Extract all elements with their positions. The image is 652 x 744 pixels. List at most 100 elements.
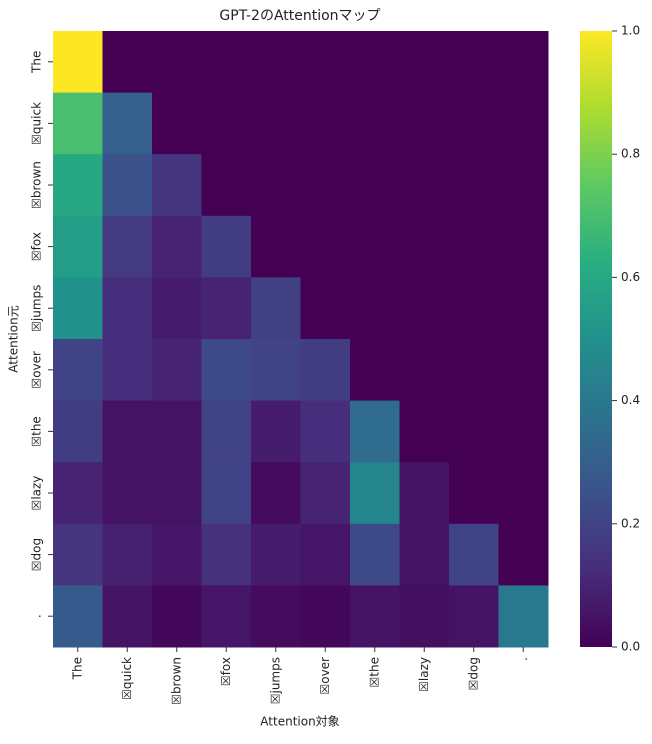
heatmap-cell <box>201 92 252 155</box>
heatmap-cell <box>300 462 351 525</box>
heatmap-cell <box>300 277 351 340</box>
heatmap-cell <box>152 215 202 278</box>
heatmap-cell <box>201 523 252 586</box>
y-tick-label: ☒fox <box>30 232 44 261</box>
heatmap-cell <box>498 400 549 463</box>
heatmap-cell <box>251 277 301 340</box>
heatmap-cell <box>251 31 301 94</box>
heatmap-cell <box>251 585 301 648</box>
heatmap-cell <box>498 339 549 402</box>
y-tick-label: ☒quick <box>30 102 44 145</box>
y-axis-label: Attention元 <box>7 305 21 372</box>
colorbar-tick-label: 0.4 <box>621 393 640 407</box>
colorbar <box>580 31 612 647</box>
x-tick-label: The <box>70 657 84 680</box>
heatmap-cell <box>251 339 301 402</box>
heatmap-cell <box>53 462 103 525</box>
x-tick-label: . <box>516 657 530 661</box>
heatmap-cell <box>498 92 549 155</box>
heatmap-cell <box>449 92 499 155</box>
heatmap-cell <box>53 523 103 586</box>
heatmap-cell <box>399 31 450 94</box>
heatmap-cell <box>399 585 450 648</box>
heatmap-cell <box>449 277 499 340</box>
heatmap-cell <box>201 462 252 525</box>
heatmap-cell <box>152 31 202 94</box>
heatmap-cell <box>152 523 202 586</box>
heatmap-cell <box>449 339 499 402</box>
heatmap-cell <box>102 523 153 586</box>
heatmap-cell <box>201 154 252 217</box>
heatmap-cell <box>399 400 450 463</box>
colorbar-tick-label: 0.8 <box>621 147 640 161</box>
heatmap-cell <box>350 462 400 525</box>
heatmap-cell <box>498 462 549 525</box>
heatmap-cell <box>53 154 103 217</box>
heatmap-cell <box>449 462 499 525</box>
heatmap-cell <box>350 277 400 340</box>
x-tick-label: ☒brown <box>169 657 183 705</box>
heatmap-cell <box>350 92 400 155</box>
heatmap-cell <box>300 31 351 94</box>
heatmap-cell <box>399 215 450 278</box>
heatmap-cell <box>53 400 103 463</box>
heatmap-cell <box>251 462 301 525</box>
heatmap-cell <box>201 585 252 648</box>
y-tick-label: ☒lazy <box>30 476 44 511</box>
heatmap-cell <box>350 523 400 586</box>
heatmap-cell <box>498 277 549 340</box>
y-tick-label: ☒over <box>30 351 44 389</box>
heatmap-cell <box>300 92 351 155</box>
heatmap-cell <box>449 585 499 648</box>
heatmap-cell <box>251 215 301 278</box>
heatmap-cell <box>152 92 202 155</box>
heatmap-cell <box>251 400 301 463</box>
heatmap-cell <box>251 154 301 217</box>
heatmap-cell <box>102 462 153 525</box>
heatmap-cell <box>102 154 153 217</box>
heatmap-cell <box>152 277 202 340</box>
heatmap-cell <box>152 154 202 217</box>
heatmap-cell <box>350 585 400 648</box>
x-tick-label: ☒quick <box>120 657 134 700</box>
heatmap-cell <box>449 31 499 94</box>
heatmap-cell <box>449 400 499 463</box>
x-tick-label: ☒fox <box>219 657 233 686</box>
x-tick-label: ☒over <box>318 657 332 695</box>
heatmap-cell <box>498 154 549 217</box>
x-tick-label: ☒the <box>367 657 381 687</box>
heatmap-cell <box>53 215 103 278</box>
heatmap-cell <box>102 400 153 463</box>
heatmap-cell <box>350 400 400 463</box>
heatmap-cell <box>152 585 202 648</box>
colorbar-tick-label: 1.0 <box>621 24 640 38</box>
y-tick-label: ☒dog <box>30 538 44 571</box>
heatmap-cell <box>53 277 103 340</box>
heatmap-cell <box>498 585 549 648</box>
heatmap-cell <box>300 215 351 278</box>
heatmap-cell <box>201 277 252 340</box>
chart-title: GPT-2のAttentionマップ <box>219 8 380 24</box>
heatmap-cell <box>152 339 202 402</box>
y-tick-label: . <box>30 614 44 618</box>
heatmap-cell <box>300 523 351 586</box>
heatmap-cell <box>350 31 400 94</box>
heatmap-cell <box>300 339 351 402</box>
heatmap-cell <box>201 215 252 278</box>
heatmap-cell <box>53 92 103 155</box>
heatmap-cell <box>102 585 153 648</box>
heatmap-cell <box>102 277 153 340</box>
heatmap-cell <box>102 92 153 155</box>
x-axis-label: Attention対象 <box>260 715 339 729</box>
heatmap-cell <box>399 462 450 525</box>
heatmap-cell <box>102 339 153 402</box>
heatmap-cell <box>399 154 450 217</box>
colorbar-tick-label: 0.0 <box>621 640 640 654</box>
heatmap-cell <box>449 154 499 217</box>
heatmap-cell <box>498 523 549 586</box>
heatmap-cell <box>300 585 351 648</box>
heatmap-cell <box>152 400 202 463</box>
heatmap-cell <box>399 523 450 586</box>
heatmap-cell <box>102 31 153 94</box>
